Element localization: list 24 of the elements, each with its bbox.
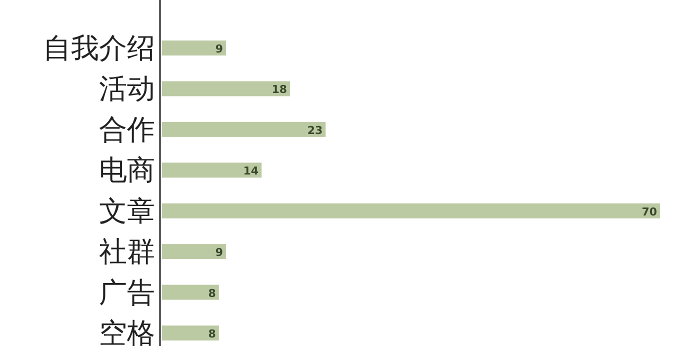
y-tick-label: 合作 <box>99 112 155 146</box>
bar <box>162 81 290 96</box>
bar <box>162 162 262 178</box>
bar <box>162 244 226 260</box>
data-label: 8 <box>208 286 216 300</box>
data-label: 8 <box>208 328 216 340</box>
bar <box>162 40 226 56</box>
y-tick-label: 活动 <box>99 72 155 106</box>
y-tick-label: 广告 <box>99 276 155 309</box>
bar <box>162 203 660 218</box>
y-tick-label: 电商 <box>99 154 155 187</box>
bar <box>162 122 326 137</box>
y-tick-label: 文章 <box>99 194 155 228</box>
y-tick-label: 空格 <box>99 316 155 346</box>
bar <box>162 284 219 300</box>
data-label: 23 <box>307 124 323 137</box>
data-label: 9 <box>215 42 224 56</box>
data-label: 9 <box>215 246 224 260</box>
data-label: 70 <box>642 205 658 218</box>
y-tick-label: 自我介绍 <box>43 32 155 64</box>
bar <box>162 326 219 340</box>
y-tick-label: 社群 <box>99 235 155 268</box>
data-label: 14 <box>243 164 259 178</box>
data-label: 18 <box>272 83 288 96</box>
